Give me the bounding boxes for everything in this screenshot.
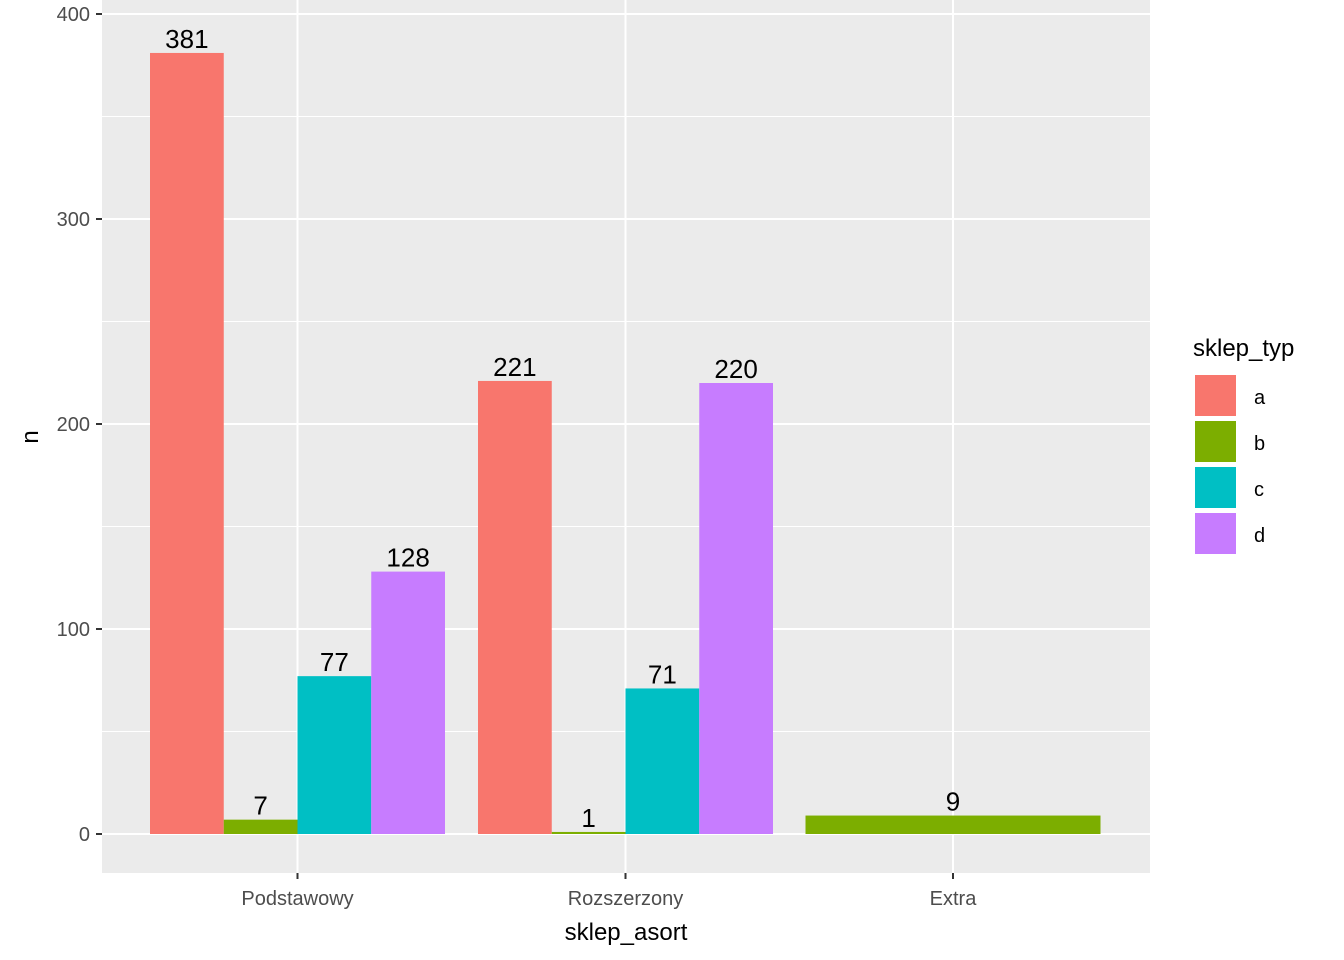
- data-label-c: 71: [648, 659, 677, 689]
- bar-a: [150, 52, 224, 834]
- y-axis-title: n: [17, 430, 44, 443]
- data-label-c: 77: [320, 647, 349, 677]
- data-label-a: 221: [493, 352, 536, 382]
- legend-key-a: [1193, 373, 1238, 418]
- bars: [150, 52, 1101, 834]
- data-label-a: 381: [165, 24, 208, 54]
- bar-d: [699, 383, 773, 834]
- y-tick-label: 400: [57, 4, 90, 26]
- legend-label-a: a: [1254, 387, 1266, 409]
- legend-label-b: b: [1254, 433, 1265, 455]
- y-tick-label: 200: [57, 414, 90, 436]
- data-label-b: 7: [253, 791, 267, 821]
- bar-d: [371, 571, 445, 834]
- data-label-b: 9: [946, 787, 960, 817]
- bar-c: [297, 676, 372, 834]
- bar-b: [223, 819, 298, 834]
- legend-key-b: [1193, 419, 1238, 464]
- bar-b: [805, 815, 1101, 834]
- legend-title: sklep_typ: [1193, 335, 1294, 362]
- bar-c: [625, 688, 700, 834]
- x-tick-label: Rozszerzony: [568, 888, 684, 910]
- x-tick-label: Podstawowy: [241, 888, 353, 910]
- legend-label-d: d: [1254, 525, 1265, 547]
- x-axis: Podstawowy Rozszerzony Extra: [241, 873, 977, 910]
- bar-a: [478, 380, 552, 834]
- y-tick-label: 300: [57, 209, 90, 231]
- legend-label-c: c: [1254, 479, 1264, 501]
- data-label-d: 128: [386, 543, 429, 573]
- y-tick-label: 100: [57, 619, 90, 641]
- y-tick-label: 0: [79, 824, 90, 846]
- y-axis: 0 100 200 300 400: [57, 4, 102, 846]
- legend-key-c: [1193, 465, 1238, 510]
- bar-b: [551, 831, 626, 834]
- x-tick-label: Extra: [930, 888, 978, 910]
- data-label-b: 1: [581, 803, 595, 833]
- data-label-d: 220: [714, 354, 757, 384]
- legend-key-d: [1193, 511, 1238, 556]
- x-axis-title: sklep_asort: [565, 919, 688, 946]
- legend: sklep_typ a b c d: [1193, 335, 1294, 556]
- legend-items: a b c d: [1193, 373, 1266, 556]
